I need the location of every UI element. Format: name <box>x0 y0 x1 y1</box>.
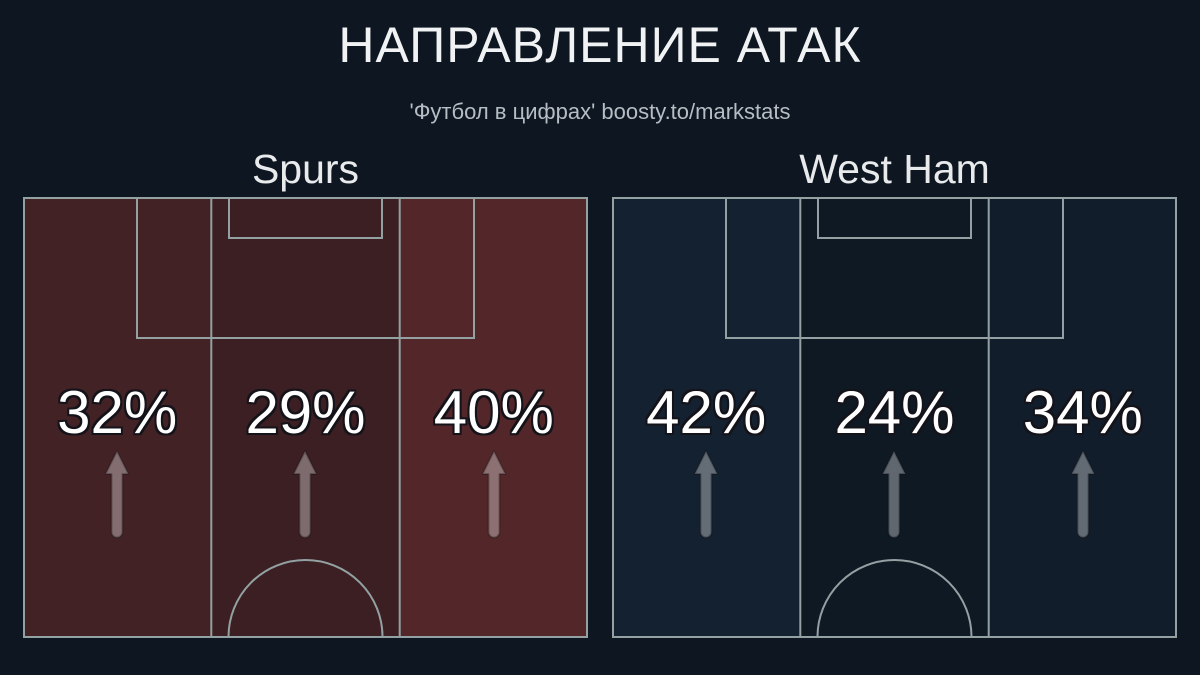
spurs-center-share-label: 29% <box>245 379 366 446</box>
page-title: НАПРАВЛЕНИЕ АТАК <box>338 17 862 73</box>
spurs-left-share-label: 32% <box>57 379 178 446</box>
pitch-west-ham: 42% 24% 34% <box>612 197 1177 638</box>
up-arrow-icon <box>881 450 907 539</box>
up-arrow-icon <box>481 450 507 539</box>
west-ham-lane-left: 42% <box>612 197 801 638</box>
west-ham-lane-right: 34% <box>988 197 1177 638</box>
up-arrow-icon <box>693 450 719 539</box>
up-arrow-icon <box>104 450 130 539</box>
team-label-spurs: Spurs <box>251 146 360 192</box>
page-subtitle: 'Футбол в цифрах' boosty.to/markstats <box>409 99 791 124</box>
west-ham-center-share-label: 24% <box>834 379 955 446</box>
west-ham-right-share-label: 34% <box>1022 379 1143 446</box>
spurs-lane-left: 32% <box>23 197 212 638</box>
west-ham-left-share-label: 42% <box>646 379 767 446</box>
spurs-lane-center: 29% <box>211 197 400 638</box>
team-label-west-ham: West Ham <box>799 146 990 192</box>
west-ham-lane-center: 24% <box>800 197 989 638</box>
spurs-lane-right: 40% <box>399 197 588 638</box>
spurs-right-share-label: 40% <box>433 379 554 446</box>
up-arrow-icon <box>292 450 318 539</box>
up-arrow-icon <box>1070 450 1096 539</box>
pitch-spurs: 32% 29% 40% <box>23 197 588 638</box>
